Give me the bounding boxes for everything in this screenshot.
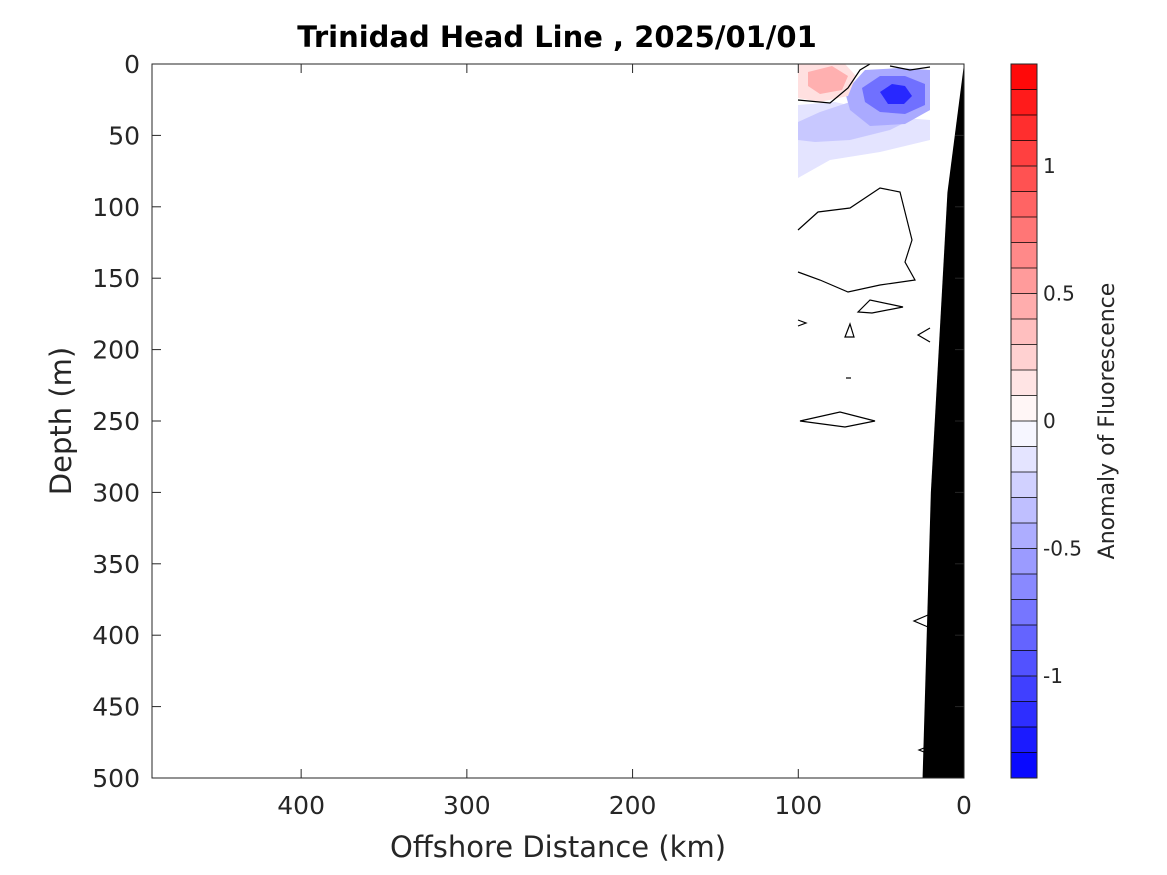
colorbar-swatch (1011, 217, 1037, 243)
colorbar-swatch (1011, 650, 1037, 677)
colorbar-swatch (1011, 140, 1037, 167)
colorbar-swatch (1011, 497, 1037, 524)
colorbar-tick-label: 0.5 (1043, 282, 1075, 306)
colorbar-swatch (1011, 115, 1037, 141)
field-blue-peak (880, 84, 912, 104)
colorbar-swatch (1011, 472, 1037, 498)
contour-line (844, 322, 855, 338)
colorbar-ticks: 1 0.5 0 -0.5 -1 (1031, 154, 1082, 688)
colorbar-swatch (1011, 293, 1037, 320)
colorbar-swatch (1011, 395, 1037, 422)
contour-line (797, 64, 871, 104)
colorbar-swatch (1011, 370, 1037, 396)
colorbar-swatch (1011, 421, 1037, 447)
colorbar-swatch (1011, 191, 1037, 218)
colorbar-swatch (1011, 701, 1037, 728)
y-tick-label: 250 (92, 407, 140, 436)
y-tick-label: 0 (124, 50, 140, 79)
y-tick-label: 400 (92, 621, 140, 650)
contour-line (797, 187, 916, 293)
x-tick-label: 300 (443, 791, 491, 820)
colorbar-tick-label: 0 (1043, 409, 1056, 433)
contour-line (856, 299, 904, 314)
y-tick-label: 50 (108, 121, 140, 150)
field-red-patch-inner (808, 66, 848, 94)
y-tick-label: 300 (92, 478, 140, 507)
colorbar-swatch (1011, 166, 1037, 192)
colorbar-swatch (1011, 752, 1037, 779)
contour-line (916, 327, 931, 343)
colorbar-swatch (1011, 574, 1037, 600)
contour-line (917, 747, 925, 753)
x-axis: 400 300 200 100 0 (277, 64, 972, 820)
y-tick-label: 200 (92, 336, 140, 365)
colorbar-tick-label: -1 (1043, 664, 1063, 688)
colorbar-swatch (1011, 319, 1037, 345)
colorbar-swatch (1011, 446, 1037, 473)
colorbar-swatch (1011, 89, 1037, 116)
colorbar (1010, 63, 1038, 779)
seafloor-bathymetry (922, 64, 964, 778)
x-tick-label: 100 (774, 791, 822, 820)
colorbar-swatch (1011, 64, 1037, 90)
anomaly-field (798, 64, 930, 178)
colorbar-swatch (1011, 344, 1037, 371)
colorbar-swatch (1011, 676, 1037, 702)
colorbar-swatch (1011, 268, 1037, 294)
colorbar-swatch (1011, 599, 1037, 626)
y-axis: 0 50 100 150 200 250 300 350 400 450 500 (92, 50, 964, 793)
contour-line (912, 614, 929, 628)
plot-area (152, 64, 964, 778)
contour-line (889, 65, 931, 71)
y-tick-label: 100 (92, 193, 140, 222)
x-tick-label: 400 (277, 791, 325, 820)
colorbar-tick-label: 1 (1043, 154, 1056, 178)
contour-line (797, 319, 808, 327)
colorbar-tick-label: -0.5 (1043, 537, 1082, 561)
colorbar-swatch (1011, 548, 1037, 575)
colorbar-swatch (1011, 242, 1037, 269)
chart-title: Trinidad Head Line , 2025/01/01 (297, 20, 817, 54)
colorbar-label: Anomaly of Fluorescence (1095, 283, 1120, 560)
y-tick-label: 150 (92, 264, 140, 293)
contour-line (799, 411, 876, 428)
colorbar-swatch (1011, 727, 1037, 753)
y-tick-label: 500 (92, 764, 140, 793)
colorbar-swatch (1011, 523, 1037, 549)
x-tick-label: 0 (956, 791, 972, 820)
x-axis-label: Offshore Distance (km) (390, 830, 726, 864)
x-tick-label: 200 (609, 791, 657, 820)
y-tick-label: 350 (92, 550, 140, 579)
contour-lines (797, 64, 931, 753)
y-axis-label: Depth (m) (44, 347, 78, 495)
colorbar-swatch (1011, 625, 1037, 651)
y-tick-label: 450 (92, 693, 140, 722)
